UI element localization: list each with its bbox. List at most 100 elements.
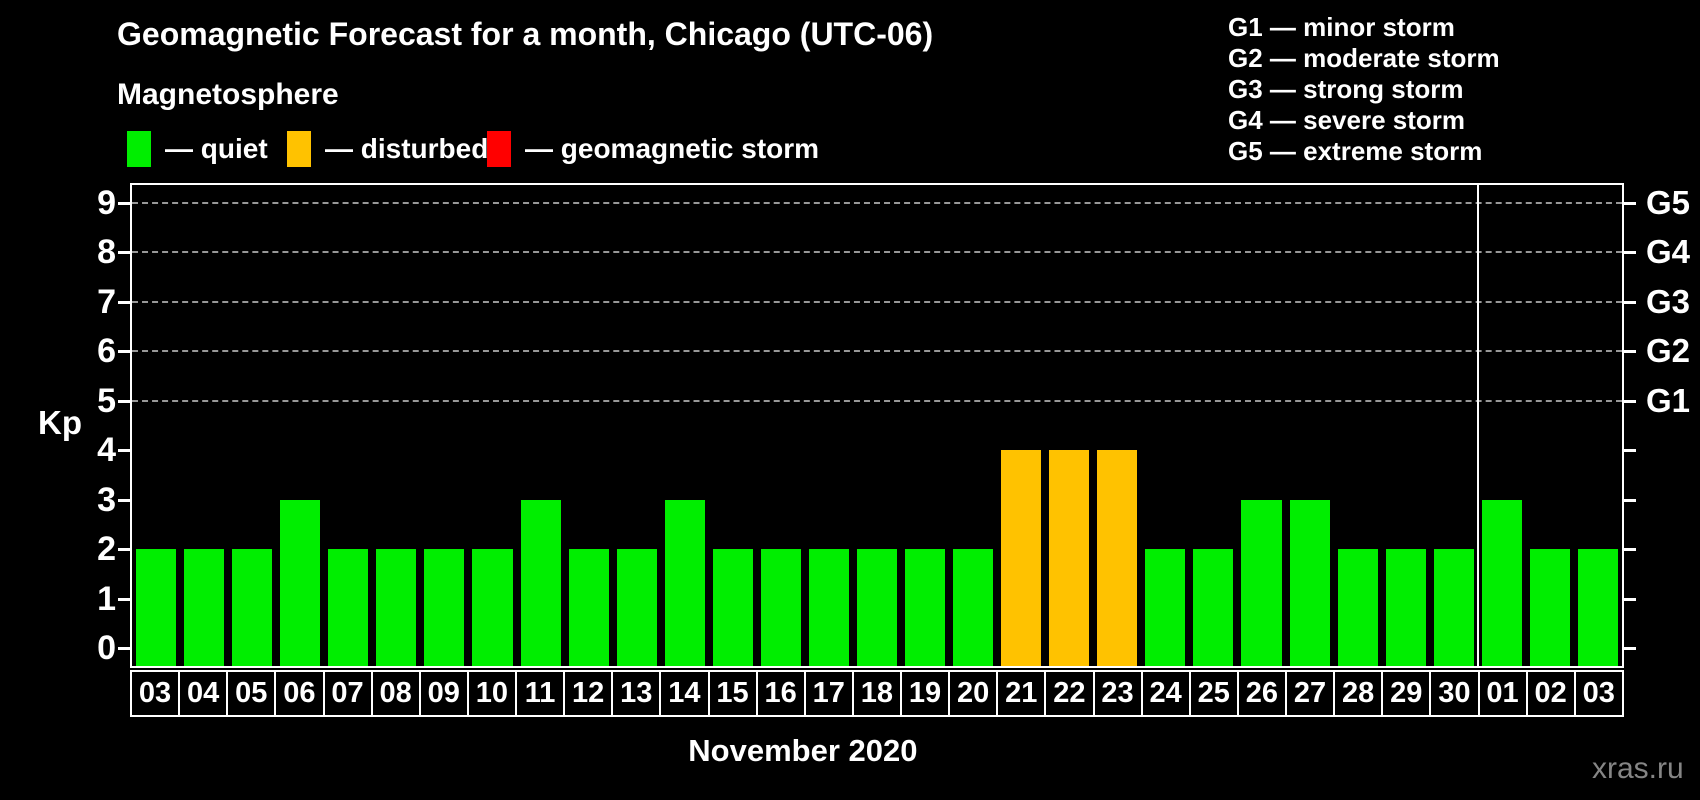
day-cell-04: 04 <box>178 672 226 715</box>
y-tick-left-9 <box>118 201 130 205</box>
watermark: xras.ru <box>1592 752 1684 785</box>
day-cell-23: 23 <box>1092 672 1141 715</box>
legend-item-disturbed: — disturbed <box>287 130 488 168</box>
day-cell-06: 06 <box>274 672 322 715</box>
day-cell-10: 10 <box>466 672 515 715</box>
kp-bar-day-13 <box>616 549 657 666</box>
y-tick-label-3: 3 <box>97 480 116 519</box>
day-cell-17: 17 <box>803 672 852 715</box>
y-tick-left-2 <box>118 548 130 552</box>
kp-bar-day-28 <box>1337 549 1378 666</box>
day-cell-01: 01 <box>1477 672 1526 715</box>
kp-bar-day-12 <box>568 549 609 666</box>
day-cell-20: 20 <box>948 672 996 715</box>
day-cell-19: 19 <box>900 672 948 715</box>
y-tick-right-3 <box>1624 498 1636 502</box>
kp-bar-day-07 <box>328 549 369 666</box>
quiet-color-swatch <box>127 131 151 167</box>
day-cell-07: 07 <box>322 672 371 715</box>
y-tick-right-9 <box>1624 201 1636 205</box>
day-cell-18: 18 <box>851 672 900 715</box>
gridline-kp5 <box>132 399 1622 402</box>
kp-bar-day-24 <box>1145 549 1186 666</box>
kp-bar-day-03 <box>1577 549 1618 666</box>
y-tick-right-7 <box>1624 300 1636 304</box>
g-scale-line-g3: G3 — strong storm <box>1228 74 1464 104</box>
plot-area <box>130 183 1624 668</box>
day-cell-03: 03 <box>138 677 172 709</box>
kp-bar-day-30 <box>1433 549 1474 666</box>
day-cell-24: 24 <box>1140 672 1189 715</box>
y-axis-title: Kp <box>38 404 82 441</box>
y-tick-label-7: 7 <box>97 282 116 321</box>
gridline-kp7 <box>132 300 1622 303</box>
day-cell-28: 28 <box>1333 672 1381 715</box>
y-tick-left-7 <box>118 300 130 304</box>
kp-bar-day-25 <box>1193 549 1234 666</box>
kp-bar-day-10 <box>472 549 513 666</box>
legend-label: — quiet <box>165 133 268 164</box>
y-tick-left-8 <box>118 251 130 255</box>
kp-bar-day-23 <box>1097 450 1138 666</box>
gridline-kp6 <box>132 350 1622 353</box>
kp-bar-day-22 <box>1049 450 1090 666</box>
g-scale-line-g1: G1 — minor storm <box>1228 12 1455 42</box>
kp-bar-day-09 <box>424 549 465 666</box>
right-axis-label-g2: G2 <box>1646 332 1691 370</box>
g-scale-line-g4: G4 — severe storm <box>1228 105 1466 135</box>
g-scale-legend: G1 — minor storm G2 — moderate storm G3 … <box>1228 12 1500 167</box>
y-tick-left-1 <box>118 597 130 601</box>
month-divider <box>1476 185 1479 666</box>
y-tick-right-4 <box>1624 449 1636 453</box>
y-tick-label-1: 1 <box>97 579 116 618</box>
day-cell-25: 25 <box>1188 672 1237 715</box>
gridline-kp9 <box>132 201 1622 204</box>
legend-label: — disturbed <box>325 133 489 164</box>
day-cell-30: 30 <box>1429 672 1477 715</box>
y-tick-right-2 <box>1624 548 1636 552</box>
y-tick-left-0 <box>118 647 130 651</box>
chart-title: Geomagnetic Forecast for a month, Chicag… <box>117 16 934 52</box>
y-tick-right-6 <box>1624 350 1636 354</box>
y-tick-label-2: 2 <box>97 530 116 569</box>
day-cell-29: 29 <box>1381 672 1429 715</box>
kp-bar-day-11 <box>520 499 561 666</box>
day-cell-21: 21 <box>996 672 1044 715</box>
gridline-kp8 <box>132 251 1622 254</box>
y-tick-right-5 <box>1624 399 1636 403</box>
kp-bar-day-05 <box>232 549 273 666</box>
kp-bar-day-02 <box>1529 549 1570 666</box>
kp-bar-day-19 <box>905 549 946 666</box>
day-cell-15: 15 <box>707 672 756 715</box>
legend-item-storm: — geomagnetic storm <box>487 130 819 168</box>
kp-bar-day-21 <box>1001 450 1042 666</box>
y-tick-left-6 <box>118 350 130 354</box>
y-tick-right-1 <box>1624 597 1636 601</box>
kp-bar-day-17 <box>808 549 849 666</box>
right-axis-label-g5: G5 <box>1646 183 1691 221</box>
kp-bar-day-08 <box>376 549 417 666</box>
disturbed-color-swatch <box>287 131 311 167</box>
day-cell-16: 16 <box>755 672 804 715</box>
day-cell-22: 22 <box>1044 672 1092 715</box>
y-tick-label-6: 6 <box>97 332 116 371</box>
kp-bar-day-06 <box>280 499 321 666</box>
right-axis-label-g3: G3 <box>1646 282 1691 320</box>
magnetosphere-label: Magnetosphere <box>117 78 339 111</box>
kp-bar-day-18 <box>856 549 898 666</box>
kp-bar-day-01 <box>1481 499 1522 666</box>
x-axis-day-row: 03 04 05 06 07 08 09 10 11 12 13 14 15 16 17 18 19 20 21 22… <box>130 670 1624 717</box>
day-cell-12: 12 <box>563 672 611 715</box>
day-cell-13: 13 <box>611 672 659 715</box>
right-axis-label-g4: G4 <box>1646 233 1691 271</box>
day-cell-09: 09 <box>418 672 467 715</box>
right-axis-label-g1: G1 <box>1646 381 1691 419</box>
kp-bar-day-15 <box>712 549 753 666</box>
legend-item-quiet: — quiet <box>127 130 268 168</box>
legend-label: — geomagnetic storm <box>525 133 820 164</box>
y-tick-label-9: 9 <box>97 183 116 222</box>
day-cell-11: 11 <box>515 672 563 715</box>
day-cell-27: 27 <box>1285 672 1333 715</box>
day-cell-08: 08 <box>370 672 419 715</box>
